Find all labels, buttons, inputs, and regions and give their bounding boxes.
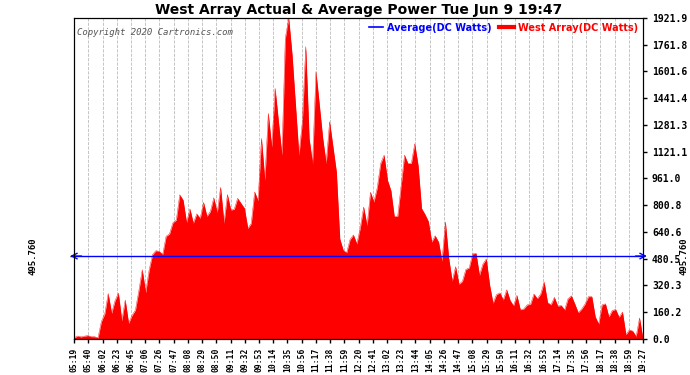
Title: West Array Actual & Average Power Tue Jun 9 19:47: West Array Actual & Average Power Tue Ju…: [155, 3, 562, 17]
Text: 495.760: 495.760: [680, 237, 689, 275]
Text: Copyright 2020 Cartronics.com: Copyright 2020 Cartronics.com: [77, 28, 233, 37]
Text: 495.760: 495.760: [28, 237, 37, 275]
Legend: Average(DC Watts), West Array(DC Watts): Average(DC Watts), West Array(DC Watts): [368, 23, 638, 33]
